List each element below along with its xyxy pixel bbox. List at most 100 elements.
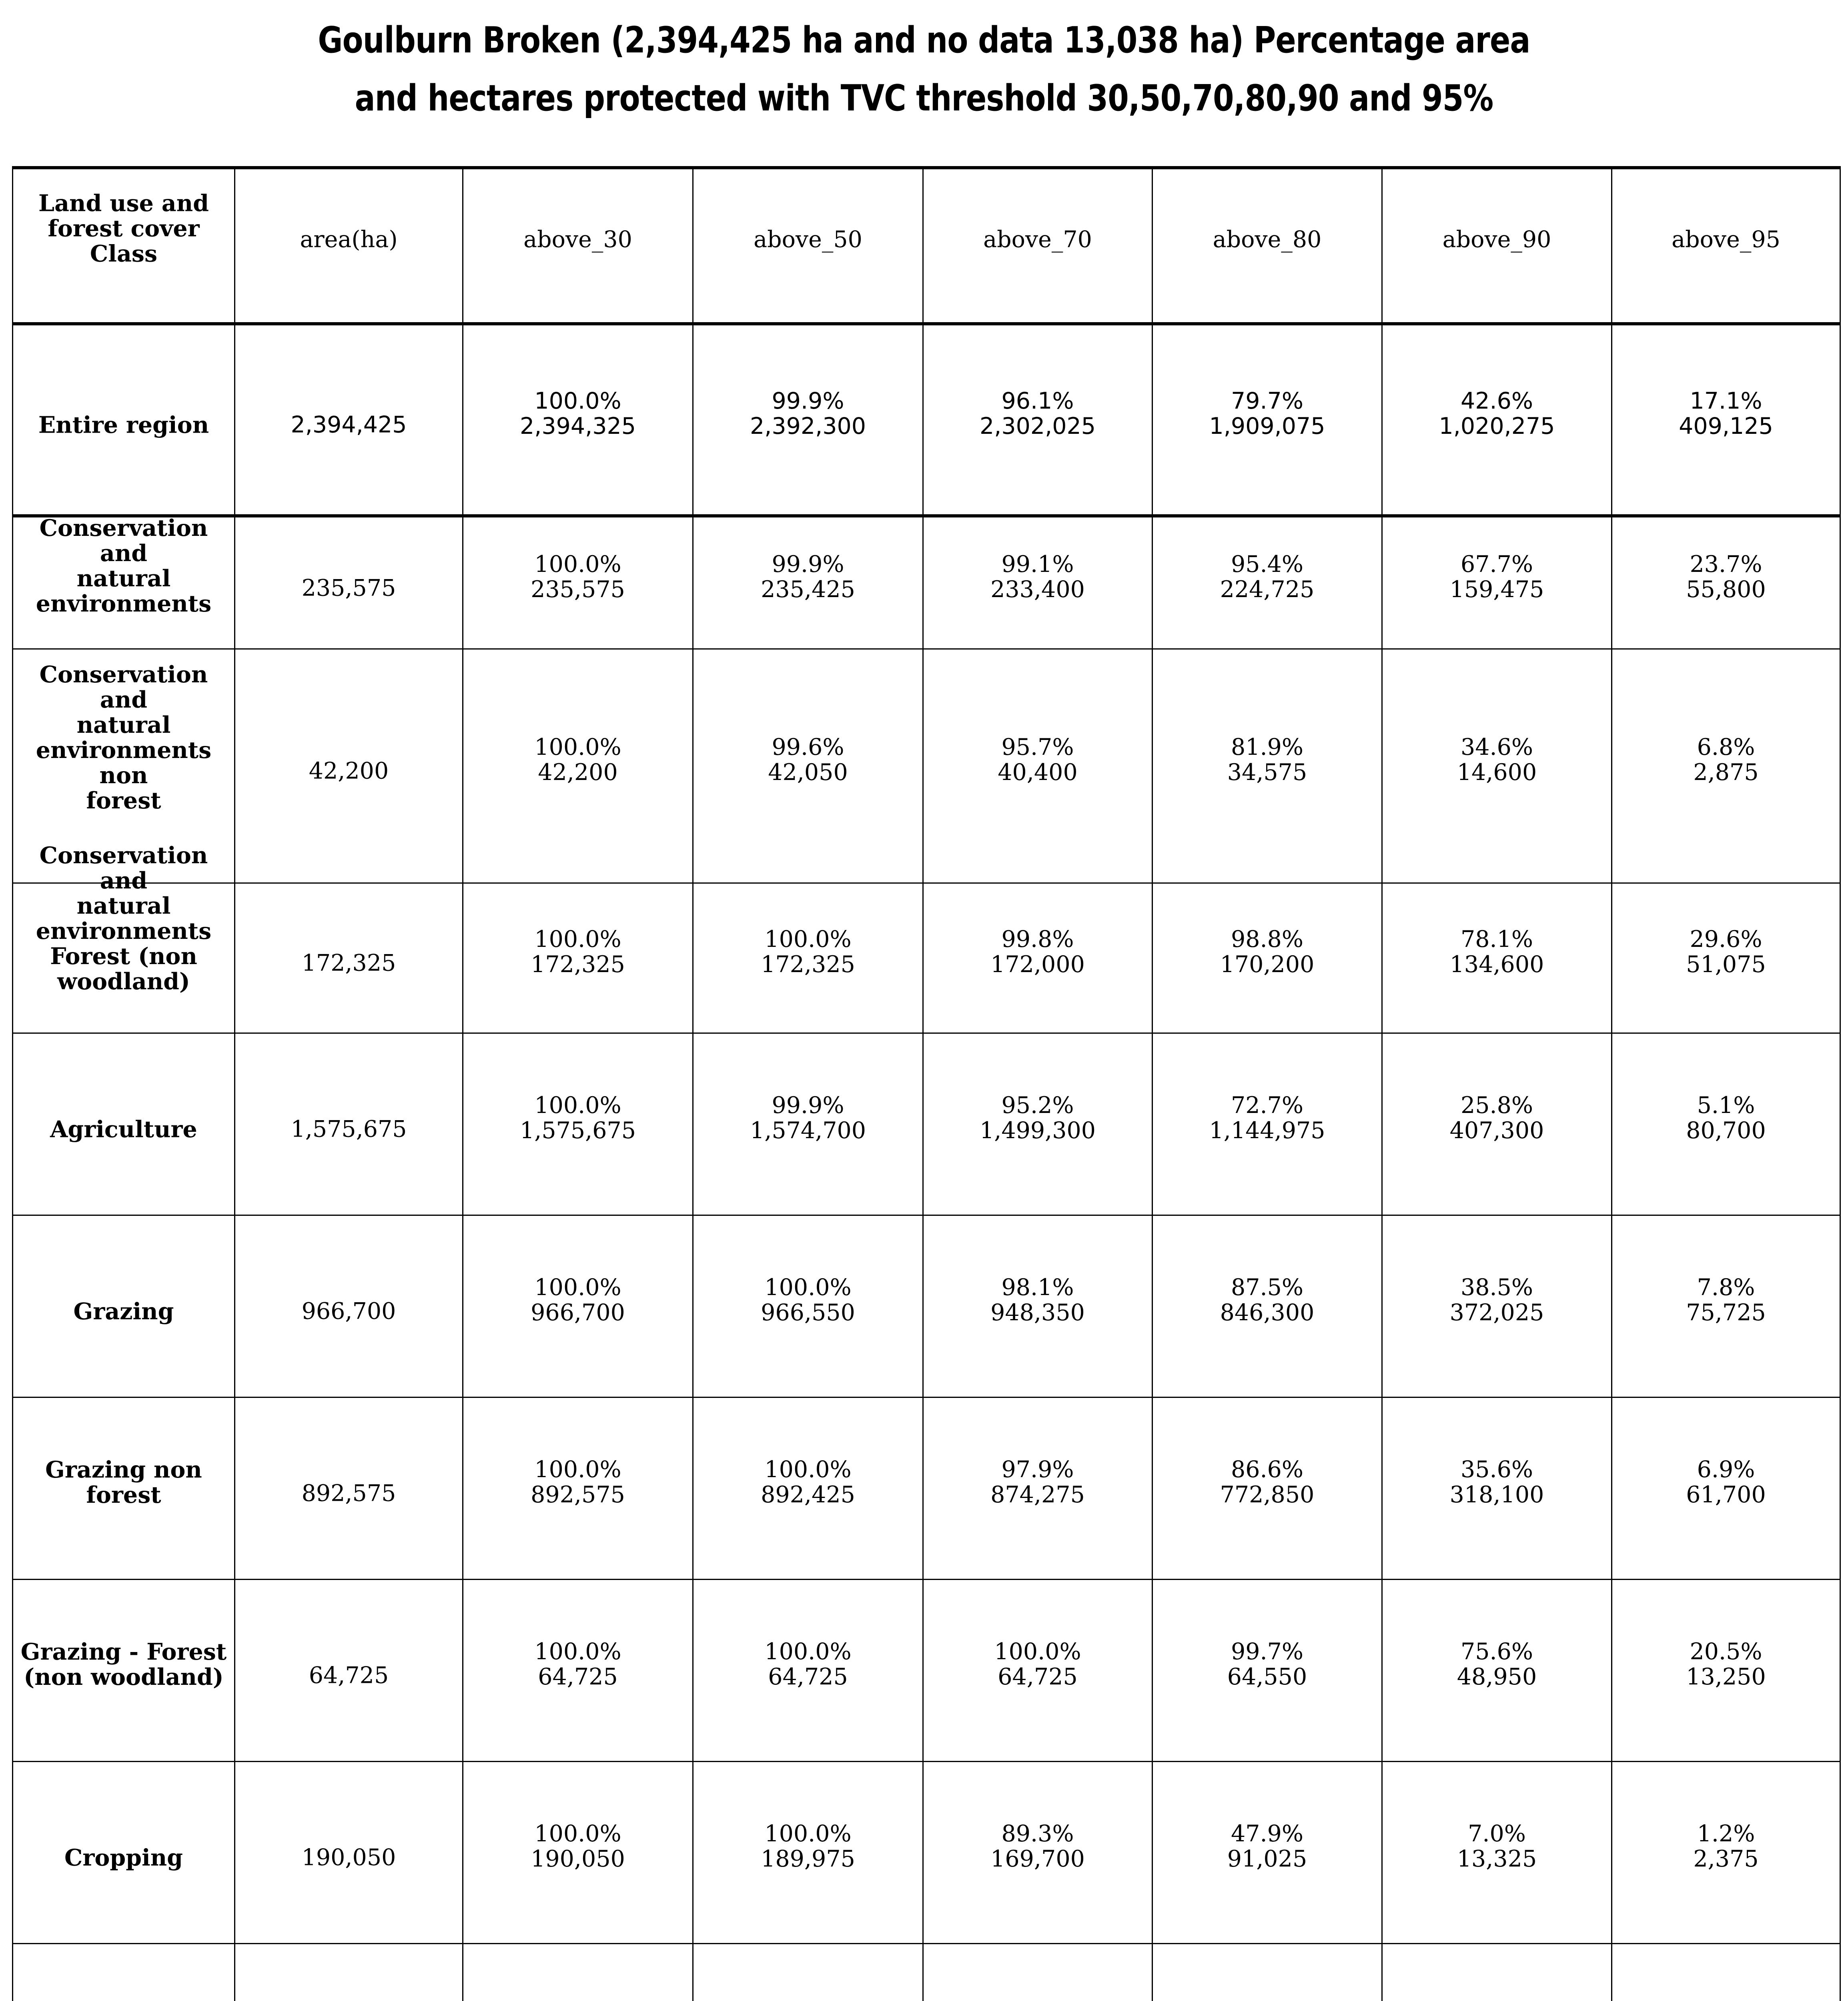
cell-area-ha: 1,575,675 [235, 1034, 463, 1215]
percent-value: 100.0% [534, 1456, 621, 1483]
percent-value: 100.0% [764, 1456, 852, 1483]
cell-text-line: Conservation and [39, 661, 208, 713]
percent-value: 100.0% [534, 388, 621, 414]
hectares-value: 407,300 [1449, 1117, 1544, 1144]
hectares-value: 190,050 [531, 1846, 625, 1872]
percent-value: 20.5% [1690, 1638, 1762, 1665]
hectares-value: 34,575 [1227, 759, 1307, 786]
table-row: Entire region 2,394,425 100.0% 2,394,325 99.… [13, 325, 1840, 517]
percent-value: 99.7% [1231, 1638, 1304, 1665]
percent-value: 100.0% [764, 1821, 852, 1847]
cell-above-80: 47.9% 91,025 [1153, 1762, 1383, 1943]
percent-value: 99.6% [772, 734, 844, 760]
cell-text-line: 1,575,675 [291, 1116, 407, 1143]
cell-text-line: Class [90, 240, 158, 267]
percent-value: 95.7% [1001, 734, 1074, 760]
cell-above-50: 99.6% 42,050 [694, 650, 924, 882]
cell-above-50: 99.8%405,900 [694, 1944, 924, 2001]
percent-value: 1.2% [1697, 1821, 1755, 1847]
percent-value: 98.8% [1231, 926, 1304, 952]
cell-above-90: 35.6% 318,100 [1383, 1398, 1612, 1579]
cell-text-line: above_50 [754, 226, 862, 253]
cell-text-line: natural [76, 712, 171, 738]
percent-value: 100.0% [534, 551, 621, 577]
cell-area-ha: 235,575 [235, 517, 463, 648]
percent-value: 6.8% [1697, 734, 1755, 760]
hectares-value: 13,250 [1686, 1664, 1766, 1690]
percent-value: 100.0% [764, 926, 852, 952]
cell-text-line: natural [76, 892, 171, 919]
percent-value: 38.5% [1460, 1274, 1533, 1301]
cell-above-80: 98.8% 170,200 [1153, 884, 1383, 1033]
table-row: Grazing 966,700 100.0% 966,700 100.0% 966,550… [13, 1216, 1840, 1398]
cell-above-95: 29.6% 51,075 [1612, 884, 1840, 1033]
hectares-value: 318,100 [1449, 1482, 1544, 1508]
hectares-value: 892,575 [531, 1482, 625, 1508]
cell-area-ha: 42,200 [235, 650, 463, 882]
percent-value: 34.6% [1460, 734, 1533, 760]
cell-above-95: 6.8% 2,875 [1612, 650, 1840, 882]
percent-value: 17.1% [1690, 388, 1762, 414]
cell-above-30: 100.0% 892,575 [463, 1398, 694, 1579]
percent-value: 72.7% [1231, 1092, 1304, 1119]
hectares-value: 1,909,075 [1209, 413, 1325, 439]
table-row: Agriculture 1,575,675 100.0% 1,575,675 99.9%… [13, 1034, 1840, 1216]
hectares-value: 64,725 [768, 1664, 848, 1690]
cell-above-80: 99.7% 64,550 [1153, 1580, 1383, 1761]
header-cell-above-30: above_30 [463, 169, 694, 322]
cell-text-line: area(ha) [300, 226, 398, 253]
row-label-cell: Conservation and natural environments non f… [13, 650, 235, 882]
hectares-value: 91,025 [1227, 1846, 1307, 1872]
hectares-value: 2,875 [1693, 759, 1759, 786]
percent-value: 99.9% [772, 388, 844, 414]
cell-above-90: 75.6% 48,950 [1383, 1580, 1612, 1761]
cell-above-80: 79.7% 1,909,075 [1153, 325, 1383, 514]
percent-value: 99.8% [1001, 926, 1074, 952]
hectares-value: 172,325 [531, 951, 625, 978]
cell-above-50: 99.9% 2,392,300 [694, 325, 924, 514]
cell-above-50: 100.0% 172,325 [694, 884, 924, 1033]
cell-above-70: 99.8% 172,000 [924, 884, 1153, 1033]
hectares-value: 64,725 [538, 1664, 618, 1690]
percent-value: 81.9% [1231, 734, 1304, 760]
cell-text-line: Land use and [38, 190, 209, 217]
hectares-value: 1,574,700 [750, 1117, 866, 1144]
hectares-value: 51,075 [1686, 951, 1766, 978]
cell-area-ha: 172,325 [235, 884, 463, 1033]
row-label-cell: Conservation and natural environments Fores… [13, 843, 235, 1033]
hectares-value: 233,400 [990, 576, 1085, 603]
percent-value: 75.6% [1460, 1638, 1533, 1665]
percent-value: 100.0% [534, 1821, 621, 1847]
header-cell-above-80: above_80 [1153, 169, 1383, 322]
cell-area-ha: 966,700 [235, 1216, 463, 1397]
hectares-value: 224,725 [1220, 576, 1315, 603]
percent-value: 100.0% [534, 1092, 621, 1119]
cell-above-30: 100.0% 42,200 [463, 650, 694, 882]
percent-value: 35.6% [1460, 1456, 1533, 1483]
cell-area-ha: 2,394,425 [235, 325, 463, 514]
hectares-value: 2,302,025 [979, 413, 1096, 439]
row-label-cell: Irrigation [13, 1944, 235, 2001]
cell-text-line: 2,394,425 [291, 411, 407, 438]
hectares-value: 772,850 [1220, 1482, 1315, 1508]
percent-value: 23.7% [1690, 551, 1762, 577]
cell-above-90: 25.8% 407,300 [1383, 1034, 1612, 1215]
cell-above-30: 100.0% 190,050 [463, 1762, 694, 1943]
cell-above-30: 100.0%406,650 [463, 1944, 694, 2001]
table-row: Cropping 190,050 100.0% 190,050 100.0% 189,97… [13, 1762, 1840, 1944]
header-cell-above-50: above_50 [694, 169, 924, 322]
cell-text-line: 235,575 [301, 575, 396, 601]
cell-above-80: 86.6% 772,850 [1153, 1398, 1383, 1579]
cell-text-line: above_30 [523, 226, 632, 253]
cell-text-line: above_80 [1213, 226, 1322, 253]
hectares-value: 159,475 [1449, 576, 1544, 603]
cell-area-ha: 406,650 [235, 1944, 463, 2001]
header-cell-above-90: above_90 [1383, 169, 1612, 322]
header-cell-above-95: above_95 [1612, 169, 1840, 322]
cell-above-70: 95.7% 40,400 [924, 650, 1153, 882]
hectares-value: 846,300 [1220, 1299, 1315, 1326]
cell-text-line: environments [36, 918, 212, 944]
hectares-value: 169,700 [990, 1846, 1085, 1872]
cell-above-90: 38.5% 372,025 [1383, 1216, 1612, 1397]
cell-above-30: 100.0% 2,394,325 [463, 325, 694, 514]
